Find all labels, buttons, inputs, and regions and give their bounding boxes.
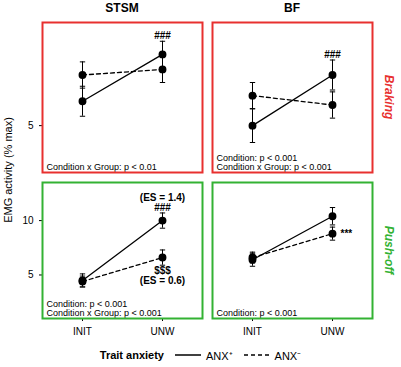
html-text:BF: BF [284,1,300,15]
svg-text:UNW: UNW [151,326,175,337]
svg-text:###: ### [324,49,341,60]
svg-text:Condition: p < 0.001Condition: Condition: p < 0.001Condition x Group: p… [47,299,162,318]
html-text:STSM: STSM [105,1,139,15]
svg-text:UNW: UNW [321,326,345,337]
svg-text:$$$(ES = 0.6): $$$(ES = 0.6) [140,265,185,286]
svg-text:5: 5 [28,269,34,280]
svg-text:Condition x Group: p < 0.01: Condition x Group: p < 0.01 [47,162,157,172]
html-text:Push-off: Push-off [382,225,396,275]
html-text:Trait anxiety: Trait anxiety [99,349,164,361]
html-text:ANX⁻: ANX⁻ [274,349,302,362]
svg-text:INIT: INIT [243,326,262,337]
svg-text:Condition: p < 0.001Condition: Condition: p < 0.001Condition x Group: p… [217,153,332,172]
html-text:Braking: Braking [382,74,396,120]
svg-text:INIT: INIT [73,326,92,337]
svg-text:(ES = 1.4)###: (ES = 1.4)### [140,192,185,213]
svg-text:5: 5 [28,120,34,131]
html-text:EMG activity (% max): EMG activity (% max) [2,117,14,223]
html-text:ANX⁺: ANX⁺ [206,349,233,362]
svg-text:10: 10 [22,215,34,226]
svg-text:###: ### [154,30,171,41]
svg-text:Condition: p < 0.001: Condition: p < 0.001 [217,308,298,318]
svg-text:***: *** [341,228,353,239]
